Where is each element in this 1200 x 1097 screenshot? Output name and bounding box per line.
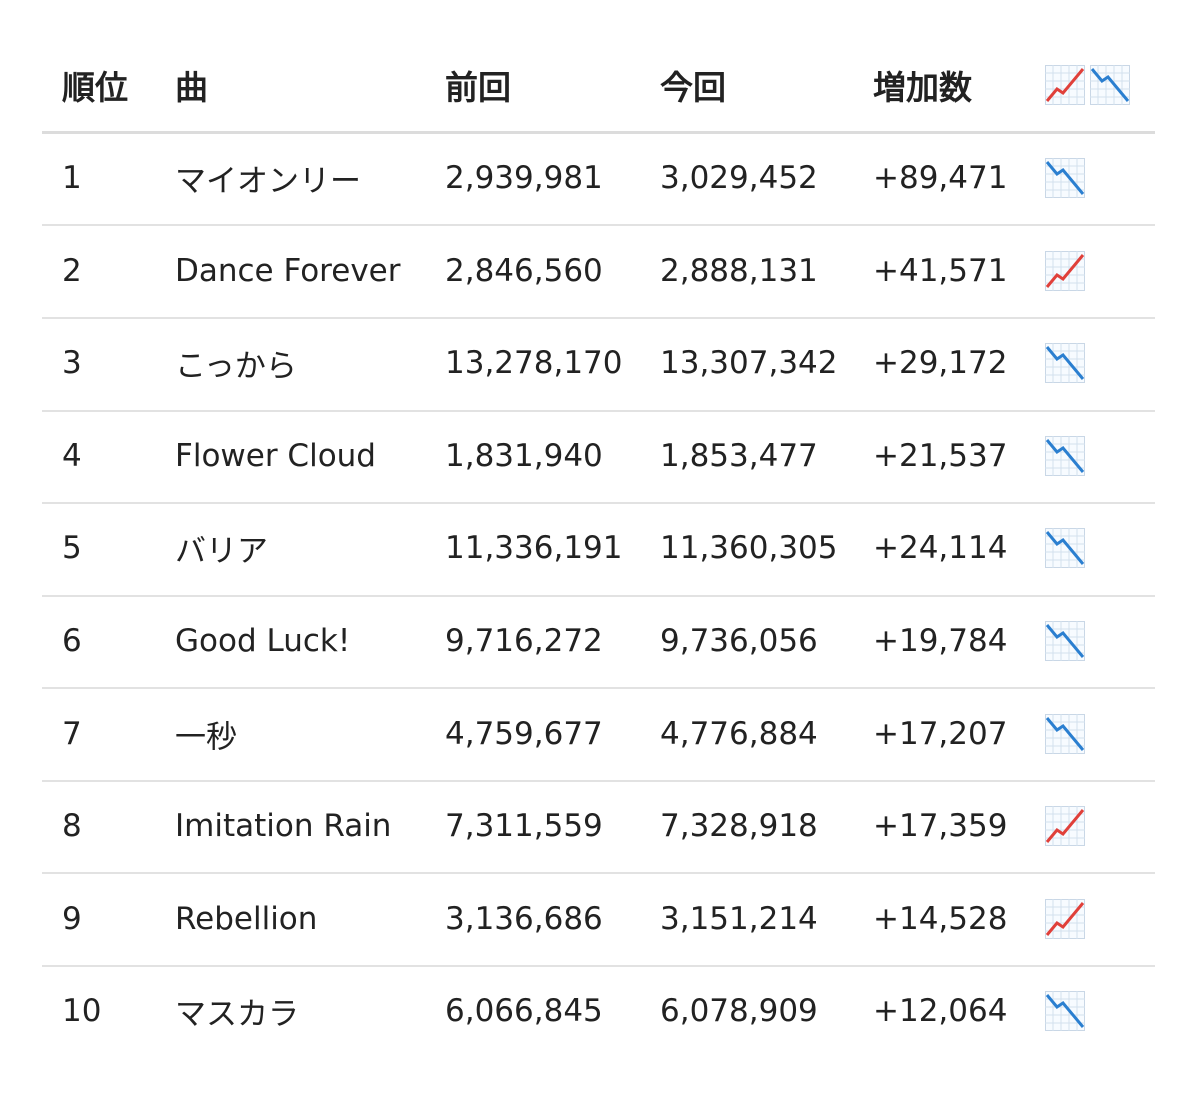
title-cell: マスカラ bbox=[175, 996, 299, 1033]
row-divider bbox=[42, 780, 1155, 782]
column-header: 前回 bbox=[445, 68, 511, 107]
current-cell: 9,736,056 bbox=[660, 623, 818, 659]
previous-cell: 2,939,981 bbox=[445, 160, 603, 196]
previous-cell: 1,831,940 bbox=[445, 437, 603, 474]
increase-cell: +29,172 bbox=[873, 345, 1008, 382]
increase-cell: +17,207 bbox=[873, 715, 1008, 752]
rank-cell: 9 bbox=[62, 900, 82, 937]
rank-cell: 10 bbox=[62, 993, 102, 1030]
current-cell: 3,151,214 bbox=[660, 900, 818, 937]
trend-icon bbox=[1045, 806, 1085, 847]
current-cell: 13,307,342 bbox=[660, 345, 838, 382]
row-divider bbox=[42, 687, 1155, 689]
previous-cell: 6,066,845 bbox=[445, 993, 603, 1030]
title-cell: Flower Cloud bbox=[175, 437, 376, 474]
row-divider bbox=[42, 317, 1155, 319]
trend-icon bbox=[1045, 991, 1085, 1032]
rank-cell: 2 bbox=[62, 252, 82, 289]
rank-cell: 5 bbox=[62, 530, 82, 567]
previous-cell: 9,716,272 bbox=[445, 623, 603, 659]
row-divider bbox=[42, 595, 1155, 597]
title-cell: Dance Forever bbox=[175, 252, 401, 289]
previous-cell: 2,846,560 bbox=[445, 252, 603, 289]
previous-cell: 13,278,170 bbox=[445, 345, 623, 382]
increase-cell: +17,359 bbox=[873, 808, 1008, 845]
previous-cell: 3,136,686 bbox=[445, 900, 603, 937]
row-divider bbox=[42, 502, 1155, 504]
current-cell: 11,360,305 bbox=[660, 530, 838, 567]
rank-cell: 3 bbox=[62, 345, 82, 382]
increase-cell: +89,471 bbox=[873, 160, 1008, 196]
trend-icon bbox=[1045, 435, 1085, 476]
row-divider bbox=[42, 410, 1155, 412]
increase-cell: +19,784 bbox=[873, 623, 1008, 659]
column-header: 今回 bbox=[660, 68, 726, 107]
previous-cell: 11,336,191 bbox=[445, 530, 623, 567]
rank-cell: 7 bbox=[62, 715, 82, 752]
title-cell: Good Luck! bbox=[175, 623, 351, 659]
current-cell: 1,853,477 bbox=[660, 437, 818, 474]
title-cell: マイオンリー bbox=[175, 163, 361, 200]
increase-cell: +14,528 bbox=[873, 900, 1008, 937]
rank-cell: 6 bbox=[62, 623, 82, 659]
increase-cell: +21,537 bbox=[873, 437, 1008, 474]
title-cell: Imitation Rain bbox=[175, 808, 392, 845]
trend-icon bbox=[1045, 158, 1085, 198]
current-cell: 7,328,918 bbox=[660, 808, 818, 845]
current-cell: 3,029,452 bbox=[660, 160, 818, 196]
row-divider bbox=[42, 872, 1155, 874]
trend-icon bbox=[1045, 713, 1085, 754]
column-header: 曲 bbox=[175, 68, 208, 107]
increase-cell: +41,571 bbox=[873, 252, 1008, 289]
current-cell: 4,776,884 bbox=[660, 715, 818, 752]
rank-cell: 8 bbox=[62, 808, 82, 845]
previous-cell: 4,759,677 bbox=[445, 715, 603, 752]
title-cell: バリア bbox=[175, 533, 268, 570]
trend-icon bbox=[1045, 528, 1085, 569]
increase-cell: +12,064 bbox=[873, 993, 1008, 1030]
current-cell: 6,078,909 bbox=[660, 993, 818, 1030]
trend-icon bbox=[1045, 621, 1085, 661]
header-trend-up-icon bbox=[1045, 65, 1085, 105]
previous-cell: 7,311,559 bbox=[445, 808, 603, 845]
trend-icon bbox=[1045, 343, 1085, 384]
title-cell: 一秒 bbox=[175, 719, 237, 756]
row-divider bbox=[42, 224, 1155, 226]
title-cell: こっから bbox=[175, 348, 297, 385]
column-header: 順位 bbox=[62, 68, 128, 107]
row-divider bbox=[42, 965, 1155, 967]
column-header: 増加数 bbox=[873, 68, 972, 107]
title-cell: Rebellion bbox=[175, 900, 318, 937]
current-cell: 2,888,131 bbox=[660, 252, 818, 289]
trend-icon bbox=[1045, 250, 1085, 291]
rank-cell: 4 bbox=[62, 437, 82, 474]
increase-cell: +24,114 bbox=[873, 530, 1008, 567]
trend-icon bbox=[1045, 898, 1085, 939]
row-divider bbox=[42, 131, 1155, 134]
rank-cell: 1 bbox=[62, 160, 82, 196]
header-trend-down-icon bbox=[1090, 65, 1130, 105]
